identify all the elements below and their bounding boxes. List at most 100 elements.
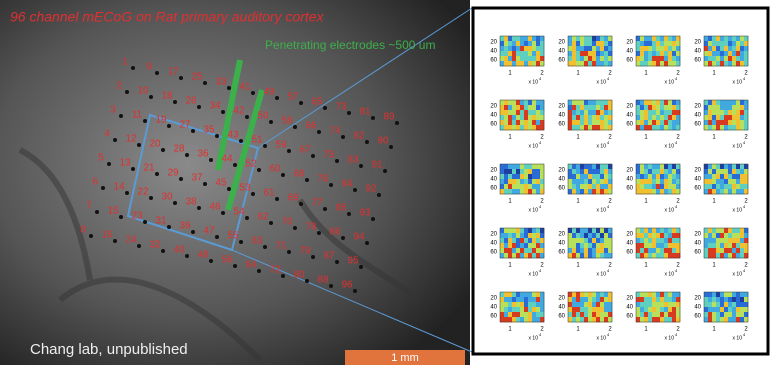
heatmap-cell — [744, 174, 748, 179]
heatmap-cell — [604, 174, 608, 179]
heatmap-cell — [572, 317, 576, 322]
heatmap-cell — [500, 41, 504, 46]
heatmap-cell — [636, 41, 640, 46]
heatmap-cell — [704, 312, 708, 317]
heatmap-cell — [536, 174, 540, 179]
heatmap-cell — [568, 292, 572, 297]
heatmap-cell — [720, 36, 724, 41]
heatmap-cell — [500, 302, 504, 307]
heatmap-cell — [640, 292, 644, 297]
heatmap-cell — [600, 36, 604, 41]
heatmap-cell — [580, 317, 584, 322]
heatmap-cell — [520, 46, 524, 51]
electrode — [275, 197, 279, 201]
heatmap-cell — [664, 100, 668, 105]
heatmap-cell — [568, 189, 572, 194]
heatmap-cell — [580, 228, 584, 233]
electrode — [221, 211, 225, 215]
heatmap-cell — [596, 120, 600, 125]
electrode — [311, 255, 315, 259]
electrode-label: 78 — [305, 222, 317, 233]
heatmap-cell — [576, 174, 580, 179]
heatmap-cell — [676, 312, 680, 317]
heatmap-cell — [720, 248, 724, 253]
heatmap-cell — [740, 317, 744, 322]
heatmap-cell — [644, 115, 648, 120]
heatmap-cell — [664, 297, 668, 302]
heatmap-cell — [588, 312, 592, 317]
heatmap-cell — [536, 110, 540, 115]
heatmap-cell — [584, 317, 588, 322]
heatmap-cell — [504, 36, 508, 41]
heatmap-cell — [532, 243, 536, 248]
electrode — [155, 172, 159, 176]
heatmap-cell — [524, 61, 528, 66]
heatmap-cell — [508, 51, 512, 56]
heatmap-cell — [516, 41, 520, 46]
heatmap-cell — [728, 297, 732, 302]
heatmap-cell — [736, 100, 740, 105]
heatmap-cell — [668, 164, 672, 169]
heatmap-cell — [732, 36, 736, 41]
heatmap-cell — [704, 253, 708, 258]
heatmap-cell — [660, 56, 664, 61]
heatmap-cell — [736, 179, 740, 184]
heatmap-cell — [708, 105, 712, 110]
heatmap-cell — [740, 61, 744, 66]
electrode-label: 6 — [92, 177, 98, 188]
y-tick-label: 60 — [558, 58, 565, 64]
heatmap-cell — [584, 110, 588, 115]
electrode — [95, 210, 99, 214]
heatmap-cell — [660, 292, 664, 297]
electrode — [239, 240, 243, 244]
heatmap-cell — [528, 233, 532, 238]
heatmap-cell — [512, 115, 516, 120]
heatmap-cell — [528, 292, 532, 297]
heatmap-cell — [596, 312, 600, 317]
heatmap-cell — [716, 36, 720, 41]
heatmap-cell — [568, 302, 572, 307]
heatmap-cell — [584, 61, 588, 66]
heatmap-cell — [524, 36, 528, 41]
heatmap-cell — [672, 317, 676, 322]
heatmap-cell — [528, 169, 532, 174]
heatmap-cell — [536, 189, 540, 194]
heatmap-cell — [576, 46, 580, 51]
heatmap-cell — [576, 41, 580, 46]
heatmap-cell — [736, 233, 740, 238]
heatmap-cell — [500, 307, 504, 312]
heatmap-cell — [580, 233, 584, 238]
heatmap-cell — [516, 297, 520, 302]
heatmap-cell — [512, 100, 516, 105]
heatmap-cell — [512, 189, 516, 194]
heatmap-cell — [528, 51, 532, 56]
heatmap-cell — [508, 36, 512, 41]
heatmap-cell — [608, 297, 612, 302]
heatmap-cell — [716, 61, 720, 66]
heatmap-cell — [708, 189, 712, 194]
heatmap-cell — [704, 292, 708, 297]
heatmap-cell — [540, 243, 544, 248]
heatmap-cell — [736, 238, 740, 243]
heatmap-cell — [540, 248, 544, 253]
heatmap-cell — [708, 253, 712, 258]
heatmap-cell — [740, 179, 744, 184]
y-tick-label: 20 — [626, 40, 633, 46]
heatmap-cell — [652, 56, 656, 61]
heatmap-cell — [656, 41, 660, 46]
heatmap-cell — [572, 312, 576, 317]
heatmap-cell — [532, 238, 536, 243]
heatmap-cell — [716, 51, 720, 56]
heatmap-cell — [588, 56, 592, 61]
y-tick-label: 60 — [626, 186, 633, 192]
y-tick-label: 20 — [694, 296, 701, 302]
electrode-label: 60 — [269, 164, 281, 175]
heatmap-cell — [668, 307, 672, 312]
heatmap-cell — [716, 248, 720, 253]
heatmap-cell — [576, 228, 580, 233]
heatmap-cell — [536, 302, 540, 307]
heatmap-cell — [652, 312, 656, 317]
electrode-label: 56 — [221, 255, 233, 266]
electrode-label: 2 — [116, 81, 122, 92]
heatmap-cell — [636, 100, 640, 105]
